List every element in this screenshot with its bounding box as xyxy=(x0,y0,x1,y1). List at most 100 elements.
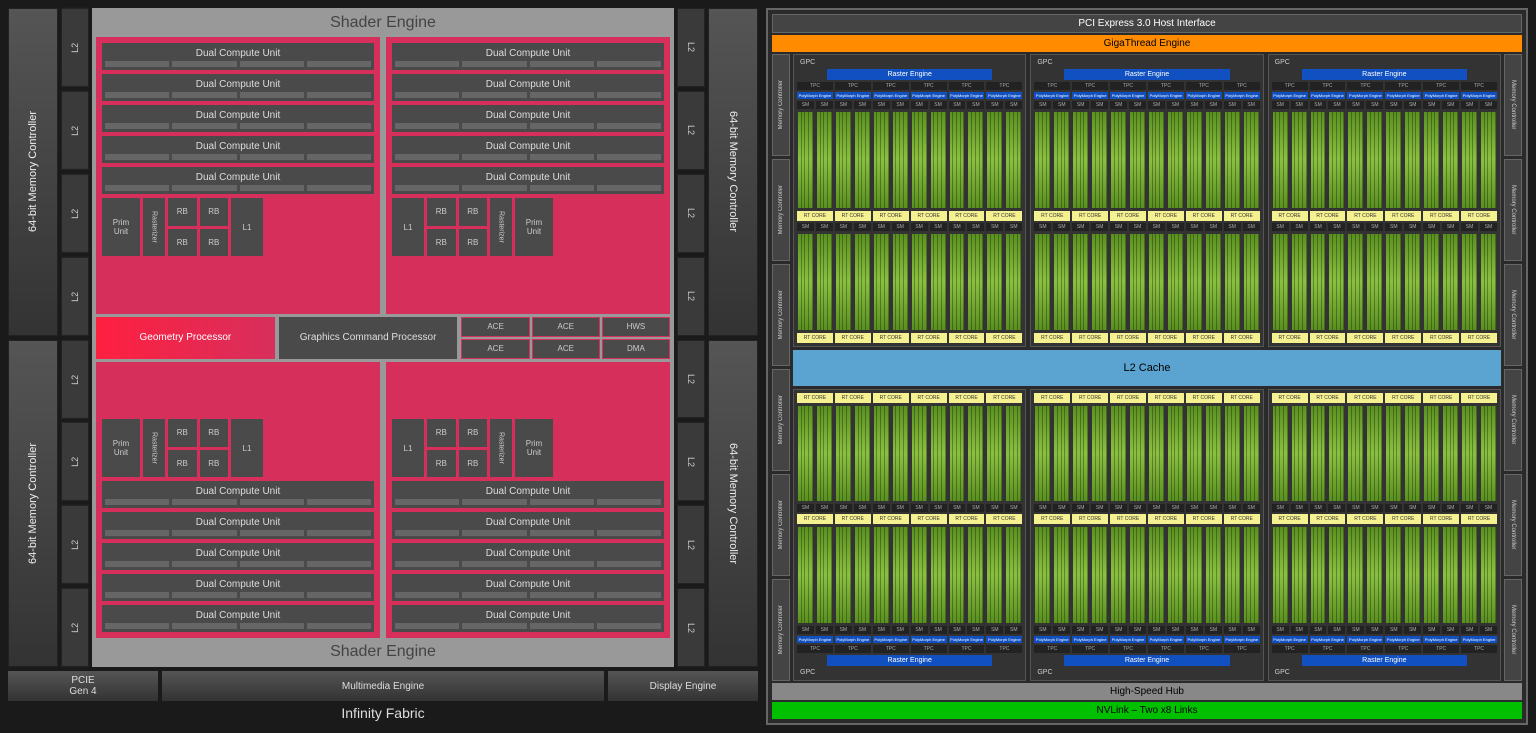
tpc-label: TPC xyxy=(797,82,833,90)
tpc-label: TPC xyxy=(911,645,947,653)
dual-compute-unit: Dual Compute Unit xyxy=(102,574,374,601)
l2-block: L2 xyxy=(61,422,89,501)
sm-label: SM xyxy=(1461,223,1478,231)
sm-cores xyxy=(1461,111,1478,209)
sm-cores xyxy=(1148,405,1165,503)
sm-cores xyxy=(1385,526,1402,624)
l2-block: L2 xyxy=(61,8,89,87)
sm-label: SM xyxy=(1272,223,1289,231)
rt-core: RT CORE xyxy=(1072,514,1108,524)
polymorph-label: PolyMorph Engine xyxy=(1072,92,1108,99)
tpc-label: TPC xyxy=(986,82,1022,90)
sm-cores xyxy=(1272,526,1289,624)
sm-cores xyxy=(1167,405,1184,503)
tpc-label: TPC xyxy=(1272,645,1308,653)
l2-block: L2 xyxy=(61,174,89,253)
tpc-label: TPC xyxy=(1110,645,1146,653)
polymorph-label: PolyMorph Engine xyxy=(1272,636,1308,643)
sm-label: SM xyxy=(873,223,890,231)
polymorph-label: PolyMorph Engine xyxy=(1186,636,1222,643)
sm-label: SM xyxy=(1186,626,1203,634)
amd-mem-controller: 64-bit Memory Controller xyxy=(8,8,58,336)
rb-block: RB xyxy=(459,229,488,257)
sm-label: SM xyxy=(1442,504,1459,512)
sm-cores xyxy=(1347,526,1364,624)
rb-grid: RBRBRBRB xyxy=(168,419,228,477)
sm-cores xyxy=(816,526,833,624)
tpc-label: TPC xyxy=(1347,82,1383,90)
sm-label: SM xyxy=(1110,101,1127,109)
gpc-label: GPC xyxy=(797,668,1022,677)
tpc-label: TPC xyxy=(873,82,909,90)
sm-cores xyxy=(1110,405,1127,503)
rb-block: RB xyxy=(200,419,229,447)
sm-cores xyxy=(986,526,1003,624)
sm-label: SM xyxy=(949,223,966,231)
sm-label: SM xyxy=(1480,626,1497,634)
prim-unit: Prim Unit xyxy=(102,198,140,256)
sm-label: SM xyxy=(892,626,909,634)
polymorph-label: PolyMorph Engine xyxy=(949,636,985,643)
polymorph-label: PolyMorph Engine xyxy=(1347,636,1383,643)
sm-label: SM xyxy=(1385,101,1402,109)
nv-memory-controller: Memory Controller xyxy=(772,159,790,261)
rt-core: RT CORE xyxy=(835,393,871,403)
l2-block: L2 xyxy=(677,91,705,170)
sm-cores xyxy=(911,526,928,624)
nv-memory-controller: Memory Controller xyxy=(772,264,790,366)
sm-cores xyxy=(1243,405,1260,503)
rt-core: RT CORE xyxy=(1034,333,1070,343)
infinity-fabric-label: Infinity Fabric xyxy=(8,701,758,725)
tpc-label: TPC xyxy=(1148,82,1184,90)
sm-label: SM xyxy=(1148,626,1165,634)
polymorph-label: PolyMorph Engine xyxy=(1072,636,1108,643)
sm-label: SM xyxy=(816,626,833,634)
tpc-label: TPC xyxy=(1034,645,1070,653)
rt-core: RT CORE xyxy=(911,211,947,221)
sm-cores xyxy=(797,111,814,209)
rb-block: RB xyxy=(427,450,456,478)
rb-block: RB xyxy=(427,419,456,447)
rt-core: RT CORE xyxy=(1272,514,1308,524)
sm-label: SM xyxy=(1053,223,1070,231)
nvidia-gpu-diagram: PCI Express 3.0 Host Interface GigaThrea… xyxy=(766,8,1528,725)
tpc-label: TPC xyxy=(873,645,909,653)
rt-core: RT CORE xyxy=(1072,333,1108,343)
amd-footer: PCIE Gen 4 Multimedia Engine Display Eng… xyxy=(8,671,758,701)
rt-core: RT CORE xyxy=(1461,333,1497,343)
sm-label: SM xyxy=(1110,223,1127,231)
polymorph-label: PolyMorph Engine xyxy=(1461,636,1497,643)
tpc-label: TPC xyxy=(1072,645,1108,653)
nv-memory-controller: Memory Controller xyxy=(772,369,790,471)
tpc-label: TPC xyxy=(1347,645,1383,653)
rt-core: RT CORE xyxy=(873,514,909,524)
polymorph-label: PolyMorph Engine xyxy=(1461,92,1497,99)
rt-core: RT CORE xyxy=(1461,211,1497,221)
sm-cores xyxy=(1186,233,1203,331)
sm-cores xyxy=(986,233,1003,331)
rt-core: RT CORE xyxy=(873,211,909,221)
sm-cores xyxy=(1366,111,1383,209)
rt-core: RT CORE xyxy=(1310,211,1346,221)
sm-cores xyxy=(1385,233,1402,331)
sm-cores xyxy=(1205,405,1222,503)
sm-cores xyxy=(1461,526,1478,624)
tpc-label: TPC xyxy=(986,645,1022,653)
tpc-label: TPC xyxy=(949,82,985,90)
ace-block: ACE xyxy=(532,339,600,359)
nv-mem-col-right: Memory ControllerMemory ControllerMemory… xyxy=(1504,54,1522,681)
gpc-label: GPC xyxy=(1272,58,1497,67)
sm-label: SM xyxy=(1291,101,1308,109)
sm-cores xyxy=(892,233,909,331)
sm-label: SM xyxy=(816,223,833,231)
rt-core: RT CORE xyxy=(1186,333,1222,343)
l1-block: L1 xyxy=(392,419,424,477)
sm-label: SM xyxy=(854,223,871,231)
pci-express-bar: PCI Express 3.0 Host Interface xyxy=(772,14,1522,33)
sm-cores xyxy=(1034,233,1051,331)
sm-label: SM xyxy=(1480,223,1497,231)
l2-cache-bar: L2 Cache xyxy=(793,350,1501,386)
raster-engine: Raster Engine xyxy=(1302,69,1467,80)
sm-cores xyxy=(1442,111,1459,209)
amd-mem-controller: 64-bit Memory Controller xyxy=(708,340,758,668)
